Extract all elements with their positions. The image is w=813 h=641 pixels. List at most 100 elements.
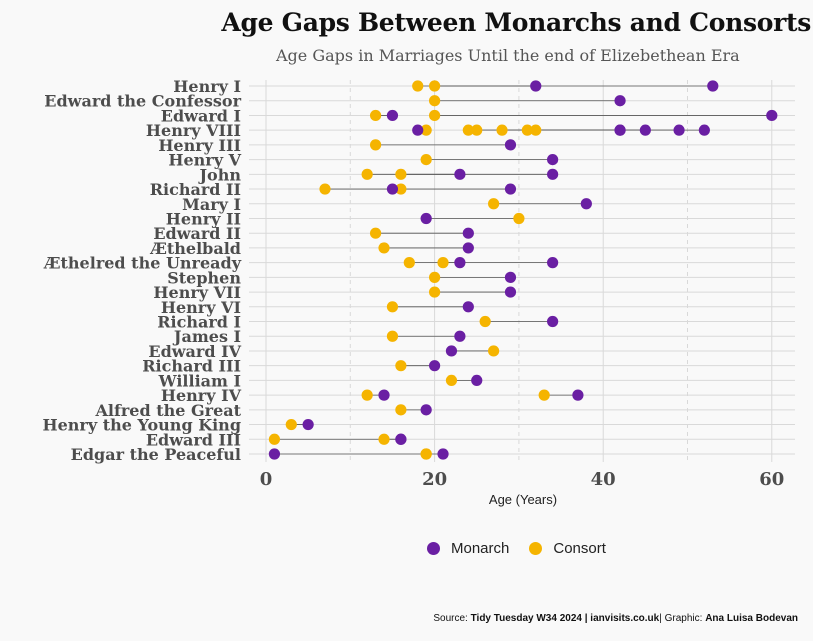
monarch-point (445, 345, 458, 357)
consort-point (479, 315, 491, 328)
monarch-point (547, 168, 559, 180)
consort-point (403, 257, 415, 269)
monarch-point (504, 286, 517, 298)
consort-point (538, 389, 550, 401)
grid-layer (249, 80, 795, 462)
monarch-point (673, 124, 685, 136)
row-label: Henry IV (161, 386, 242, 405)
consort-point (319, 183, 331, 195)
row-label: Edward I (161, 106, 241, 125)
row-label: Edward II (153, 224, 241, 243)
row-label: Henry VI (161, 298, 241, 317)
monarch-point (378, 389, 390, 401)
x-tick-label: 40 (591, 469, 616, 490)
monarch-point (395, 433, 407, 445)
consort-point (429, 271, 441, 283)
monarch-point (420, 212, 432, 225)
monarch-point (530, 80, 542, 92)
points (268, 80, 778, 460)
monarch-point (454, 330, 466, 342)
consort-point (471, 124, 483, 136)
consort-point (462, 124, 474, 136)
consort-point (429, 80, 441, 92)
row-label: Henry II (166, 209, 241, 228)
consort-point (395, 168, 407, 180)
consort-point (496, 124, 508, 136)
row-label: Edgar the Peaceful (71, 445, 241, 464)
row-label: Henry I (173, 77, 241, 96)
row-label: Henry the Young King (42, 416, 241, 435)
row-label: Richard I (157, 313, 241, 332)
x-tick-labels: 0 20 40 60 (260, 469, 785, 490)
monarch-point (302, 418, 314, 431)
row-label: Æthelbald (149, 239, 241, 258)
consort-point (420, 154, 432, 166)
row-label: Henry VIII (146, 121, 241, 140)
x-axis-label: Age (Years) (489, 492, 557, 507)
caption-source-label: Source: (433, 613, 471, 624)
row-label: Henry VII (153, 283, 241, 302)
monarch-point (386, 183, 399, 195)
row-label: Edward the Confessor (44, 92, 241, 111)
consort-point (369, 109, 382, 122)
row-label: Henry III (158, 136, 241, 155)
monarch-point (420, 404, 432, 416)
monarch-point (462, 242, 474, 254)
monarch-point (504, 139, 517, 151)
row-label: Stephen (167, 268, 241, 287)
monarch-point (454, 168, 466, 180)
segments (274, 85, 772, 455)
x-tick-label: 60 (759, 469, 784, 490)
consort-point (395, 404, 407, 416)
consort-point (386, 330, 399, 342)
caption-source-value: Tidy Tuesday W34 2024 | ianvisits.co.uk (470, 613, 660, 624)
monarch-point (614, 95, 626, 107)
legend-consort-dot (529, 542, 543, 555)
consort-point (420, 448, 432, 460)
consort-point (268, 433, 281, 445)
consort-point (488, 345, 500, 357)
monarch-point (386, 109, 399, 122)
legend-consort-label: Consort (553, 540, 606, 557)
consort-point (361, 168, 373, 180)
monarch-point (547, 315, 559, 328)
legend: Monarch Consort (427, 540, 626, 557)
monarch-point (766, 109, 778, 122)
consort-point (378, 242, 390, 254)
monarch-point (504, 183, 517, 195)
row-label: Edward III (146, 430, 241, 449)
consort-point (513, 212, 525, 225)
row-label: Henry V (168, 151, 241, 170)
monarch-point (268, 448, 281, 460)
consort-point (429, 95, 441, 107)
consort-point (521, 124, 533, 136)
row-label: James I (172, 327, 241, 346)
caption-graphic-value: Ana Luisa Bodevan (705, 613, 798, 624)
monarch-point (437, 448, 449, 460)
consort-point (369, 139, 382, 151)
consort-point (445, 374, 458, 386)
row-label: Æthelred the Unready (43, 254, 242, 273)
consort-point (395, 183, 407, 195)
monarch-point (547, 154, 559, 166)
legend-item-consort: Consort (529, 540, 606, 557)
row-label: William I (158, 371, 241, 390)
consort-point (361, 389, 373, 401)
monarch-point (614, 124, 626, 136)
legend-item-monarch: Monarch (427, 540, 509, 557)
caption-graphic-label: | Graphic: (659, 613, 706, 624)
monarch-point (412, 124, 424, 136)
caption: Source: Tidy Tuesday W34 2024 | ianvisit… (433, 613, 798, 624)
consort-point (412, 80, 424, 92)
monarch-point (580, 198, 592, 210)
monarch-point (707, 80, 719, 92)
consort-point (530, 124, 542, 136)
monarch-point (698, 124, 710, 136)
consort-point (488, 198, 500, 210)
consort-point (420, 124, 432, 136)
consort-point (378, 433, 390, 445)
row-label: Mary I (182, 195, 241, 214)
consort-point (369, 227, 382, 239)
chart-subtitle: Age Gaps in Marriages Until the end of E… (276, 46, 740, 65)
